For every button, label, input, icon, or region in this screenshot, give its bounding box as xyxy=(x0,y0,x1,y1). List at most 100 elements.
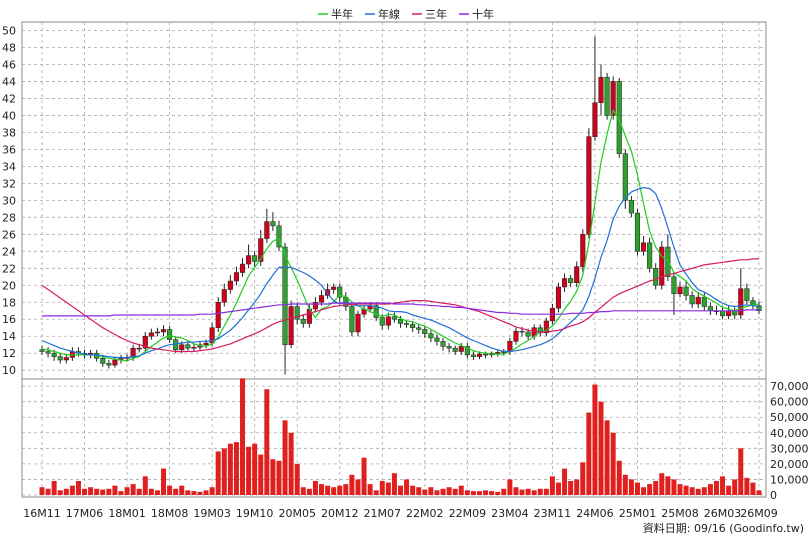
volume-bar xyxy=(312,481,318,495)
candle-body xyxy=(555,286,562,309)
volume-bar xyxy=(732,479,738,495)
x-tick-label: 25M01 xyxy=(619,507,657,520)
candle-body xyxy=(483,353,489,356)
volume-bar xyxy=(458,485,464,495)
volume-bar xyxy=(264,389,270,495)
ma-line xyxy=(41,258,759,353)
volume-bar xyxy=(367,484,373,495)
candle-body xyxy=(574,266,580,283)
volume-bar xyxy=(543,488,549,495)
volume-bar xyxy=(647,484,653,495)
candle-body xyxy=(476,353,483,357)
candle-body xyxy=(495,352,501,354)
candle-body xyxy=(689,295,695,305)
volume-bar xyxy=(355,479,361,495)
volume-bar xyxy=(191,491,197,495)
volume-bar xyxy=(404,479,410,495)
candle-body xyxy=(653,268,659,286)
volume-bar xyxy=(325,485,331,495)
candle-body xyxy=(622,153,628,201)
volume-bar xyxy=(622,474,628,495)
volume-bar xyxy=(361,457,367,495)
volume-bar xyxy=(167,485,173,495)
candle-body xyxy=(434,337,440,342)
candle-body xyxy=(404,323,410,325)
candle-body xyxy=(513,330,519,342)
volume-bar xyxy=(489,491,495,495)
candle-body xyxy=(458,346,464,352)
volume-bar xyxy=(501,488,507,495)
candle-body xyxy=(391,316,397,320)
candle-body xyxy=(719,310,726,317)
volume-bar xyxy=(653,481,659,495)
volume-bar xyxy=(701,487,707,495)
volume-bar xyxy=(118,491,124,495)
volume-bar xyxy=(628,479,634,495)
volume-bar xyxy=(130,484,136,495)
candle-body xyxy=(258,238,264,262)
candle-body xyxy=(416,327,422,330)
volume-bar xyxy=(69,485,75,495)
candle-body xyxy=(634,212,641,252)
candle-body xyxy=(568,278,574,283)
candle-body xyxy=(641,242,647,252)
volume-bar xyxy=(507,479,513,495)
y-tick-label: 28 xyxy=(2,211,16,224)
ma-line xyxy=(41,108,760,362)
candle-body xyxy=(616,81,622,154)
y-tick-label: 40 xyxy=(2,109,16,122)
y-tick-label: 16 xyxy=(2,313,16,326)
ma-line xyxy=(42,302,759,317)
volume-bar xyxy=(555,482,561,495)
candle-body xyxy=(142,335,148,349)
volume-bar xyxy=(434,490,440,495)
y-tick-label: 10 xyxy=(2,364,16,377)
y2-tick-label: 40,000 xyxy=(770,427,808,440)
candle-body xyxy=(233,272,239,282)
volume-bar xyxy=(634,482,640,495)
volume-bar xyxy=(659,473,665,495)
volume-bar xyxy=(343,484,349,495)
volume-bar xyxy=(349,474,355,495)
candle-body xyxy=(446,346,452,349)
y-tick-label: 14 xyxy=(2,330,16,343)
volume-bar xyxy=(337,485,343,495)
y-tick-label: 48 xyxy=(2,41,16,54)
volume-bar xyxy=(270,459,276,495)
y-tick-label: 24 xyxy=(2,245,16,258)
candle-body xyxy=(264,221,270,239)
candle-body xyxy=(246,255,252,265)
volume-bar xyxy=(252,443,258,495)
volume-bar xyxy=(720,476,726,495)
volume-bar xyxy=(63,488,69,495)
y-tick-label: 44 xyxy=(2,75,16,88)
candle-body xyxy=(112,359,118,366)
volume-bar xyxy=(373,490,379,495)
x-tick-label: 22M02 xyxy=(406,507,444,520)
candle-body xyxy=(130,347,136,358)
volume-bar xyxy=(288,432,294,495)
legend-label: 十年 xyxy=(472,7,494,21)
volume-bar xyxy=(756,490,762,495)
volume-bar xyxy=(695,488,701,495)
candle-body xyxy=(744,288,750,301)
volume-bar xyxy=(483,490,489,495)
y-tick-label: 22 xyxy=(2,262,16,275)
candle-body xyxy=(379,317,385,326)
x-tick-label: 19M10 xyxy=(236,507,274,520)
volume-bar xyxy=(385,482,391,495)
candle-body xyxy=(452,347,458,352)
x-tick-label: 22M09 xyxy=(449,507,487,520)
volume-bar xyxy=(294,463,300,495)
volume-bar xyxy=(470,491,476,495)
y2-tick-label: 10,000 xyxy=(770,473,808,486)
volume-bar xyxy=(513,487,519,495)
x-tick-label: 26M09 xyxy=(740,507,778,520)
volume-bar xyxy=(616,460,622,495)
y-tick-label: 18 xyxy=(2,296,16,309)
candle-body xyxy=(185,344,191,349)
candle-body xyxy=(288,306,294,345)
legend-label: 年線 xyxy=(378,7,400,21)
x-tick-label: 24M06 xyxy=(576,507,614,520)
